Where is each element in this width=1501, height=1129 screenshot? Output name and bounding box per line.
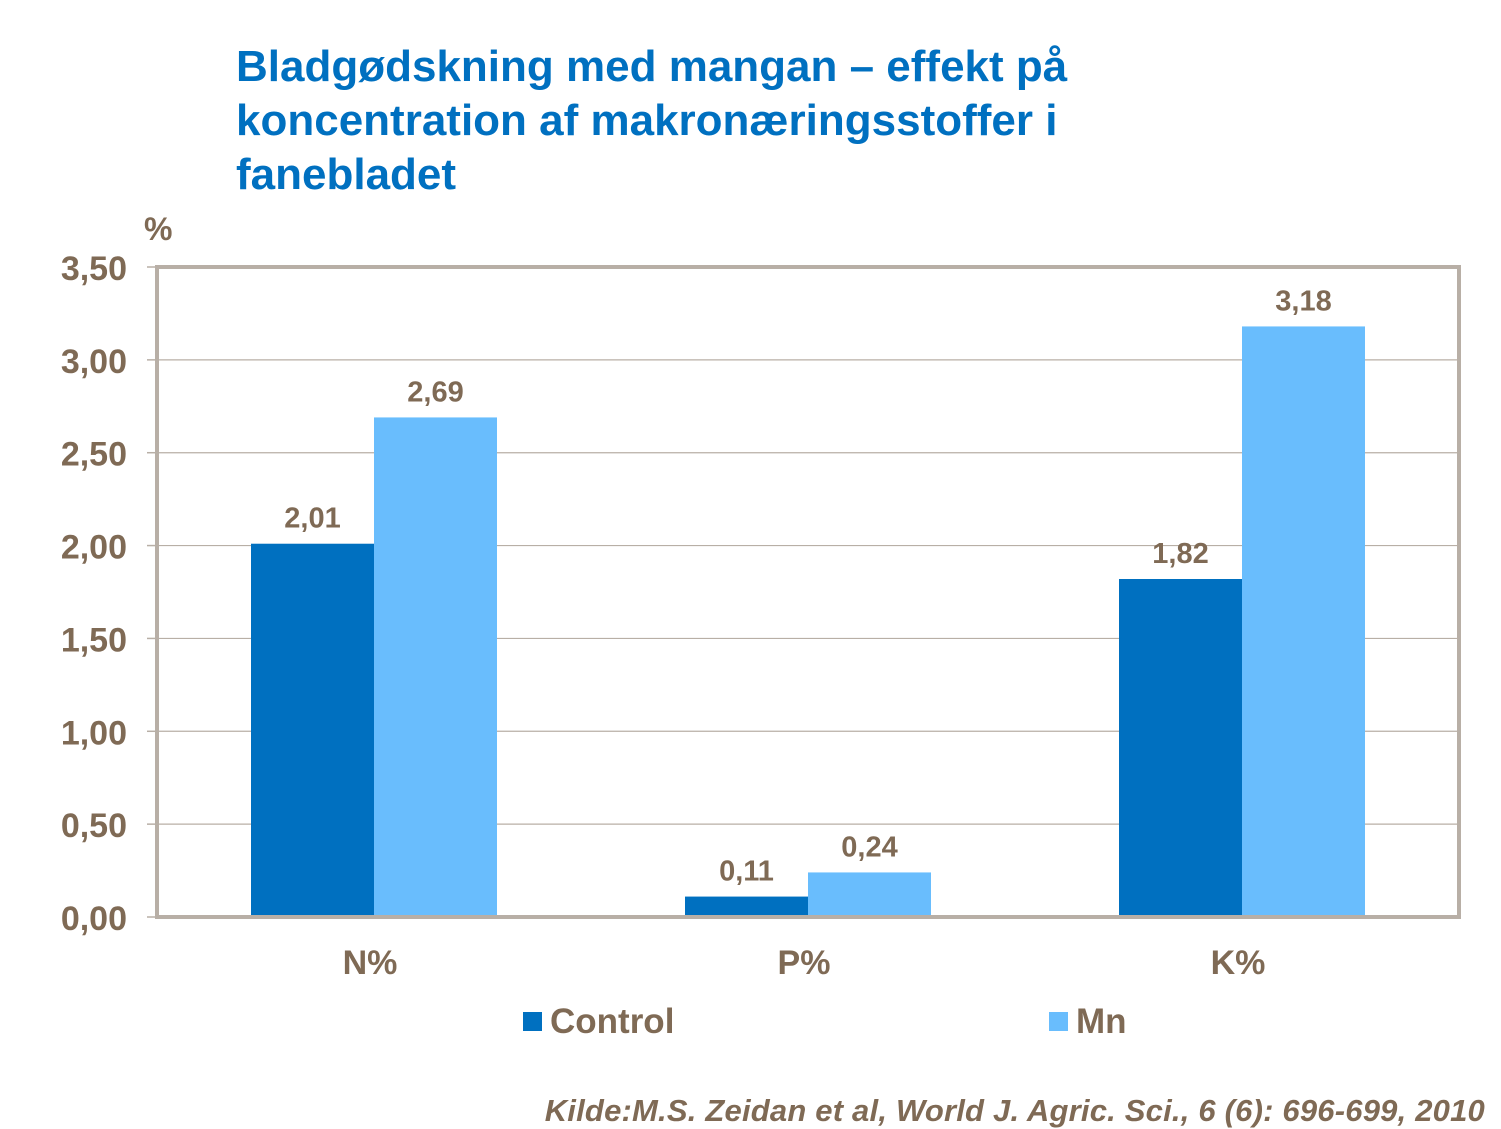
bar-mn-2 xyxy=(1242,326,1365,917)
plot-border xyxy=(155,265,1461,919)
data-label: 0,24 xyxy=(841,831,897,863)
y-tick-label: 0,00 xyxy=(61,900,127,938)
y-tick-label: 3,00 xyxy=(61,343,127,381)
y-axis-label: % xyxy=(144,211,172,247)
y-tick-label: 1,00 xyxy=(61,714,127,752)
source-citation: Kilde:M.S. Zeidan et al, World J. Agric.… xyxy=(544,1093,1485,1128)
y-tick-label: 0,50 xyxy=(61,807,127,845)
y-tick-label: 3,50 xyxy=(61,250,127,288)
legend: Control Mn xyxy=(523,1002,1127,1041)
data-label: 3,18 xyxy=(1275,285,1331,317)
data-label: 0,11 xyxy=(719,856,774,888)
x-tick-label: P% xyxy=(778,944,831,982)
x-tick-label: N% xyxy=(343,944,398,982)
x-tick-label: K% xyxy=(1211,944,1266,982)
bar-mn-1 xyxy=(808,872,931,917)
bar-control-1 xyxy=(685,896,808,917)
legend-label-control: Control xyxy=(550,1002,674,1041)
title-line-2: koncentration af makronæringsstoffer i xyxy=(236,96,1058,145)
data-label: 1,82 xyxy=(1152,538,1208,570)
legend-label-mn: Mn xyxy=(1076,1002,1127,1041)
bar-control-2 xyxy=(1119,579,1242,917)
x-axis-ticks: N% P% K% xyxy=(343,944,1266,982)
data-label: 2,69 xyxy=(407,376,463,408)
data-label: 2,01 xyxy=(284,503,340,535)
y-axis-ticks: 0,00 0,50 1,00 1,50 2,00 2,50 3,00 3,50 xyxy=(61,250,157,938)
y-tick-label: 2,00 xyxy=(61,529,127,567)
legend-swatch-mn xyxy=(1049,1012,1068,1031)
chart-title: Bladgødskning med mangan – effekt på kon… xyxy=(236,40,1236,202)
y-tick-label: 2,50 xyxy=(61,436,127,474)
legend-swatch-control xyxy=(523,1012,542,1031)
title-line-1: Bladgødskning med mangan – effekt på xyxy=(236,42,1068,91)
bar-control-0 xyxy=(251,543,374,917)
bars: 2,01 2,69 0,11 0,24 1,82 3,18 xyxy=(251,285,1365,917)
title-line-3: fanebladet xyxy=(236,150,457,199)
bar-mn-0 xyxy=(374,417,497,917)
y-tick-label: 1,50 xyxy=(61,621,127,659)
plot-frame xyxy=(155,265,1461,919)
